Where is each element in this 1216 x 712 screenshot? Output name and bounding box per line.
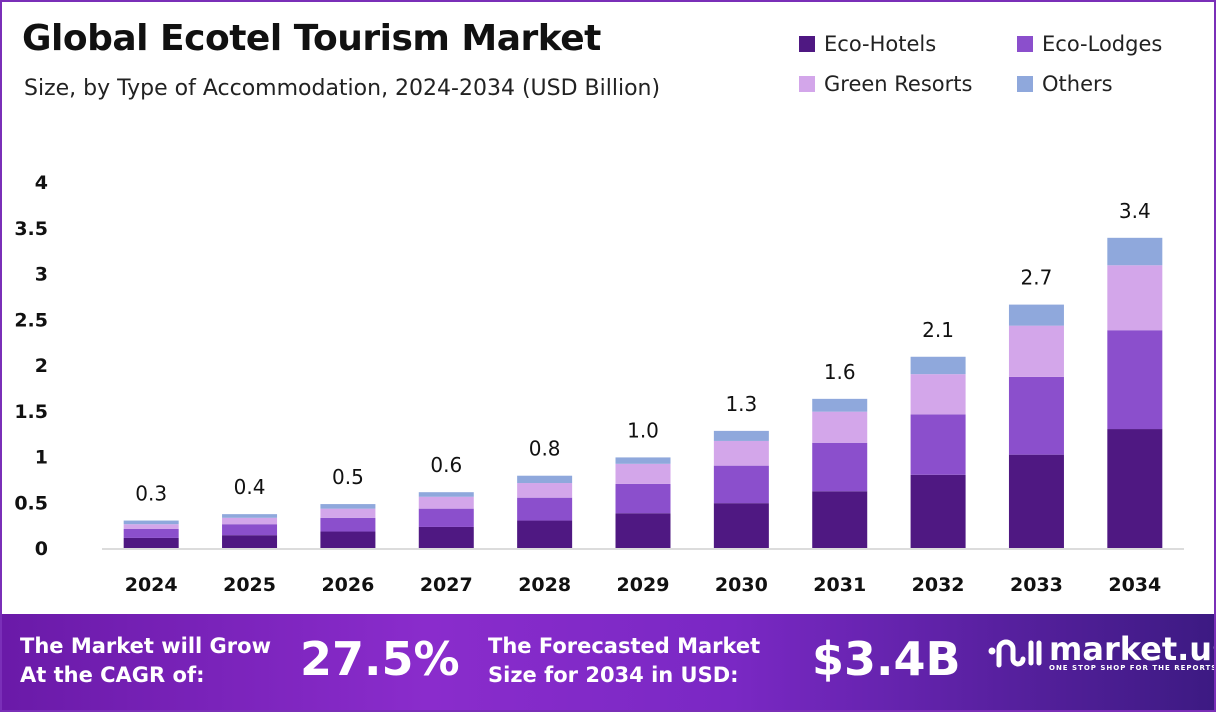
bar-segment-green-resorts-2024: [123, 524, 179, 529]
bar-segment-others-2032: [910, 356, 966, 375]
forecast-label: The Forecasted Market Size for 2034 in US…: [488, 634, 761, 687]
total-label-2028: 0.8: [529, 437, 561, 461]
y-tick-label: 0.5: [14, 492, 48, 514]
x-tick-label: 2033: [1010, 574, 1063, 596]
x-tick-label: 2027: [420, 574, 473, 596]
legend-item-green-resorts: Green Resorts: [799, 72, 972, 96]
bar-segment-eco-lodges-2031: [812, 442, 868, 492]
legend-label: Others: [1042, 72, 1113, 96]
bar-segment-eco-hotels-2031: [812, 491, 868, 548]
total-label-2027: 0.6: [430, 453, 462, 477]
forecast-value: $3.4B: [812, 632, 961, 686]
bar-segment-green-resorts-2025: [222, 517, 278, 525]
bar-segment-eco-hotels-2032: [910, 474, 966, 548]
bar-segment-eco-lodges-2026: [320, 517, 376, 532]
x-tick-label: 2031: [813, 574, 866, 596]
total-label-2031: 1.6: [824, 360, 856, 384]
bar-segment-eco-lodges-2033: [1008, 376, 1064, 455]
chart-title: Global Ecotel Tourism Market: [22, 18, 601, 59]
bar-segment-eco-lodges-2027: [418, 508, 474, 527]
total-label-2024: 0.3: [135, 482, 167, 506]
bar-segment-green-resorts-2031: [812, 411, 868, 443]
x-tick-label: 2029: [617, 574, 670, 596]
market-us-logo: market.us ONE STOP SHOP FOR THE REPORTS: [987, 633, 1214, 672]
bar-segment-eco-lodges-2032: [910, 414, 966, 475]
legend-item-others: Others: [1017, 72, 1113, 96]
y-tick-label: 0: [35, 538, 48, 560]
bar-segment-eco-hotels-2025: [222, 535, 278, 548]
x-tick-label: 2024: [125, 574, 178, 596]
bar-segment-eco-hotels-2029: [615, 513, 671, 548]
bar-segment-eco-hotels-2026: [320, 531, 376, 548]
bar-segment-others-2029: [615, 457, 671, 464]
bar-segment-others-2026: [320, 504, 376, 509]
bar-segment-green-resorts-2032: [910, 374, 966, 415]
bar-segment-others-2034: [1107, 237, 1163, 266]
bar-segment-green-resorts-2026: [320, 508, 376, 518]
total-label-2026: 0.5: [332, 465, 364, 489]
chart-subtitle: Size, by Type of Accommodation, 2024-203…: [24, 76, 661, 101]
bar-segment-eco-lodges-2025: [222, 524, 278, 536]
bar-segment-eco-lodges-2028: [517, 497, 573, 521]
legend-item-eco-lodges: Eco-Lodges: [1017, 32, 1162, 56]
bar-segment-others-2030: [713, 430, 769, 441]
bar-segment-green-resorts-2033: [1008, 325, 1064, 377]
bar-segment-others-2024: [123, 520, 179, 525]
legend-swatch: [1017, 36, 1033, 52]
x-tick-label: 2030: [715, 574, 768, 596]
cagr-label: The Market will Grow At the CAGR of:: [20, 634, 271, 687]
bar-segment-eco-hotels-2024: [123, 537, 179, 548]
bar-segment-green-resorts-2034: [1107, 265, 1163, 331]
bar-segment-eco-hotels-2030: [713, 503, 769, 548]
bar-segment-green-resorts-2028: [517, 483, 573, 498]
total-label-2033: 2.7: [1021, 266, 1053, 290]
bar-segment-eco-hotels-2033: [1008, 454, 1064, 548]
y-tick-label: 4: [35, 172, 48, 194]
legend-label: Eco-Hotels: [824, 32, 937, 56]
summary-band: The Market will Grow At the CAGR of: 27.5…: [2, 614, 1214, 710]
y-tick-label: 1: [35, 447, 48, 469]
bar-segment-green-resorts-2027: [418, 496, 474, 509]
bar-segment-others-2031: [812, 398, 868, 412]
bar-segment-eco-lodges-2024: [123, 528, 179, 538]
cagr-value: 27.5%: [300, 632, 460, 686]
total-label-2025: 0.4: [234, 475, 266, 499]
y-tick-label: 2: [35, 355, 48, 377]
y-tick-label: 2.5: [14, 309, 48, 331]
bar-segment-eco-hotels-2028: [517, 520, 573, 548]
logo-icon: [988, 639, 1042, 668]
legend-swatch: [1017, 76, 1033, 92]
x-tick-label: 2028: [518, 574, 571, 596]
total-label-2030: 1.3: [725, 392, 757, 416]
bar-segment-eco-lodges-2034: [1107, 330, 1163, 430]
bar-chart: 0 0.5 1 1.5 2 2.5 3 3.5 4 0.3 2024 0.4 2025 0.5 2026 0.…: [14, 172, 1184, 596]
y-tick-label: 3: [35, 264, 48, 286]
legend-label: Green Resorts: [824, 72, 973, 96]
total-label-2029: 1.0: [627, 418, 659, 442]
bar-segment-eco-hotels-2027: [418, 526, 474, 548]
bar-segment-eco-lodges-2029: [615, 483, 671, 514]
total-label-2034: 3.4: [1119, 199, 1151, 223]
legend-label: Eco-Lodges: [1042, 32, 1163, 56]
legend-item-eco-hotels: Eco-Hotels: [799, 32, 936, 56]
x-tick-label: 2025: [223, 574, 276, 596]
x-tick-label: 2032: [912, 574, 965, 596]
legend-swatch: [799, 76, 815, 92]
bar-segment-others-2028: [517, 475, 573, 484]
bar-segment-green-resorts-2030: [713, 440, 769, 466]
bar-segment-eco-lodges-2030: [713, 465, 769, 504]
bar-segment-others-2033: [1008, 304, 1064, 326]
y-tick-label: 3.5: [14, 218, 48, 240]
bar-segment-others-2025: [222, 514, 278, 518]
bar-segment-others-2027: [418, 492, 474, 497]
bar-segment-eco-hotels-2034: [1107, 429, 1163, 548]
y-tick-label: 1.5: [14, 401, 48, 423]
legend-swatch: [799, 36, 815, 52]
total-label-2032: 2.1: [922, 318, 954, 342]
x-tick-label: 2034: [1108, 574, 1161, 596]
bar-segment-green-resorts-2029: [615, 463, 671, 484]
x-tick-label: 2026: [321, 574, 374, 596]
